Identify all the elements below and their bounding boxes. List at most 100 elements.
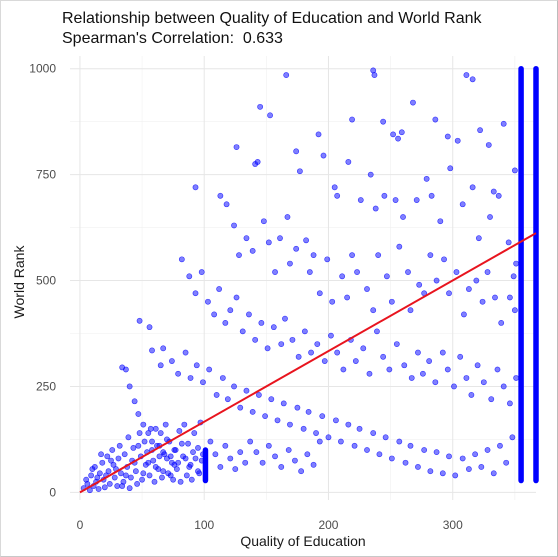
data-point [198,269,205,275]
data-point [426,358,433,364]
data-point [272,269,278,275]
data-point [159,474,165,481]
data-point [375,252,382,259]
data-point [509,434,516,441]
data-point [139,476,145,483]
data-point [149,438,155,445]
chart-title: Relationship between Quality of Educatio… [62,10,482,27]
data-point [473,277,480,284]
data-point [207,438,214,445]
data-point [495,192,502,199]
data-point [298,468,305,475]
data-point [253,449,260,456]
data-point [265,239,272,246]
data-point [89,466,96,472]
data-point [349,252,355,259]
data-point [381,192,388,199]
data-point [308,349,314,356]
data-point [198,457,205,464]
data-point [284,214,291,220]
data-point [507,400,513,407]
data-point [454,137,461,144]
major-gridlines [70,56,536,500]
data-point [461,311,467,318]
data-point [451,383,457,390]
data-point [265,442,272,449]
data-point [320,152,327,159]
data-point [513,260,520,267]
x-axis-label: Quality of Education [240,533,365,549]
data-point [295,353,302,360]
data-point [125,434,132,441]
data-point [173,466,180,472]
data-point [329,298,336,305]
data-point [164,455,170,462]
data-point [183,472,190,479]
data-point [188,476,195,483]
y-axis-label: World Rank [11,245,27,319]
data-point [239,328,246,335]
data-point [432,379,439,386]
data-point [217,192,224,199]
data-point [388,298,395,305]
data-point [242,459,249,466]
data-point [468,392,475,398]
data-point [439,349,446,356]
trend-line-group [79,232,537,494]
data-point [213,392,220,398]
x-tick-label: 300 [443,518,463,532]
data-point [180,453,186,460]
data-point [383,273,390,280]
data-point [237,404,244,411]
data-point [236,252,242,259]
data-point [260,218,267,225]
data-point [257,103,264,110]
data-point [283,72,290,78]
data-point [135,442,142,449]
data-point [380,118,387,125]
data-point [364,286,370,292]
data-point [99,459,106,466]
data-point [427,468,434,475]
data-point [151,478,158,485]
data-point [408,375,415,381]
data-point [287,421,293,428]
data-point [497,442,503,449]
data-point [367,171,374,178]
data-point [511,167,518,174]
data-point [401,362,408,369]
data-point [95,486,102,492]
data-point [237,449,244,456]
data-point [172,447,179,453]
y-tick-label: 1000 [29,62,56,76]
data-point [469,76,476,83]
data-point [380,353,387,360]
data-point [331,184,338,191]
data-point [474,362,481,369]
data-point [372,205,379,212]
data-point [444,366,451,373]
data-point [503,459,510,466]
data-point [162,421,169,428]
data-point [110,461,117,468]
data-point [252,336,259,343]
data-point [325,434,332,441]
data-point [352,358,359,364]
data-point [494,366,501,373]
data-point [301,328,308,335]
data-point [356,425,363,432]
data-point [294,404,301,411]
data-point [374,328,380,335]
data-point [211,311,218,318]
data-point [200,379,206,386]
data-point [349,116,355,123]
data-point [469,184,476,191]
data-point [293,148,300,155]
data-point [216,286,223,292]
data-point [88,472,95,479]
data-point [146,472,153,479]
x-tick-label: 0 [77,518,84,532]
data-point [285,447,292,453]
data-point [490,470,497,477]
